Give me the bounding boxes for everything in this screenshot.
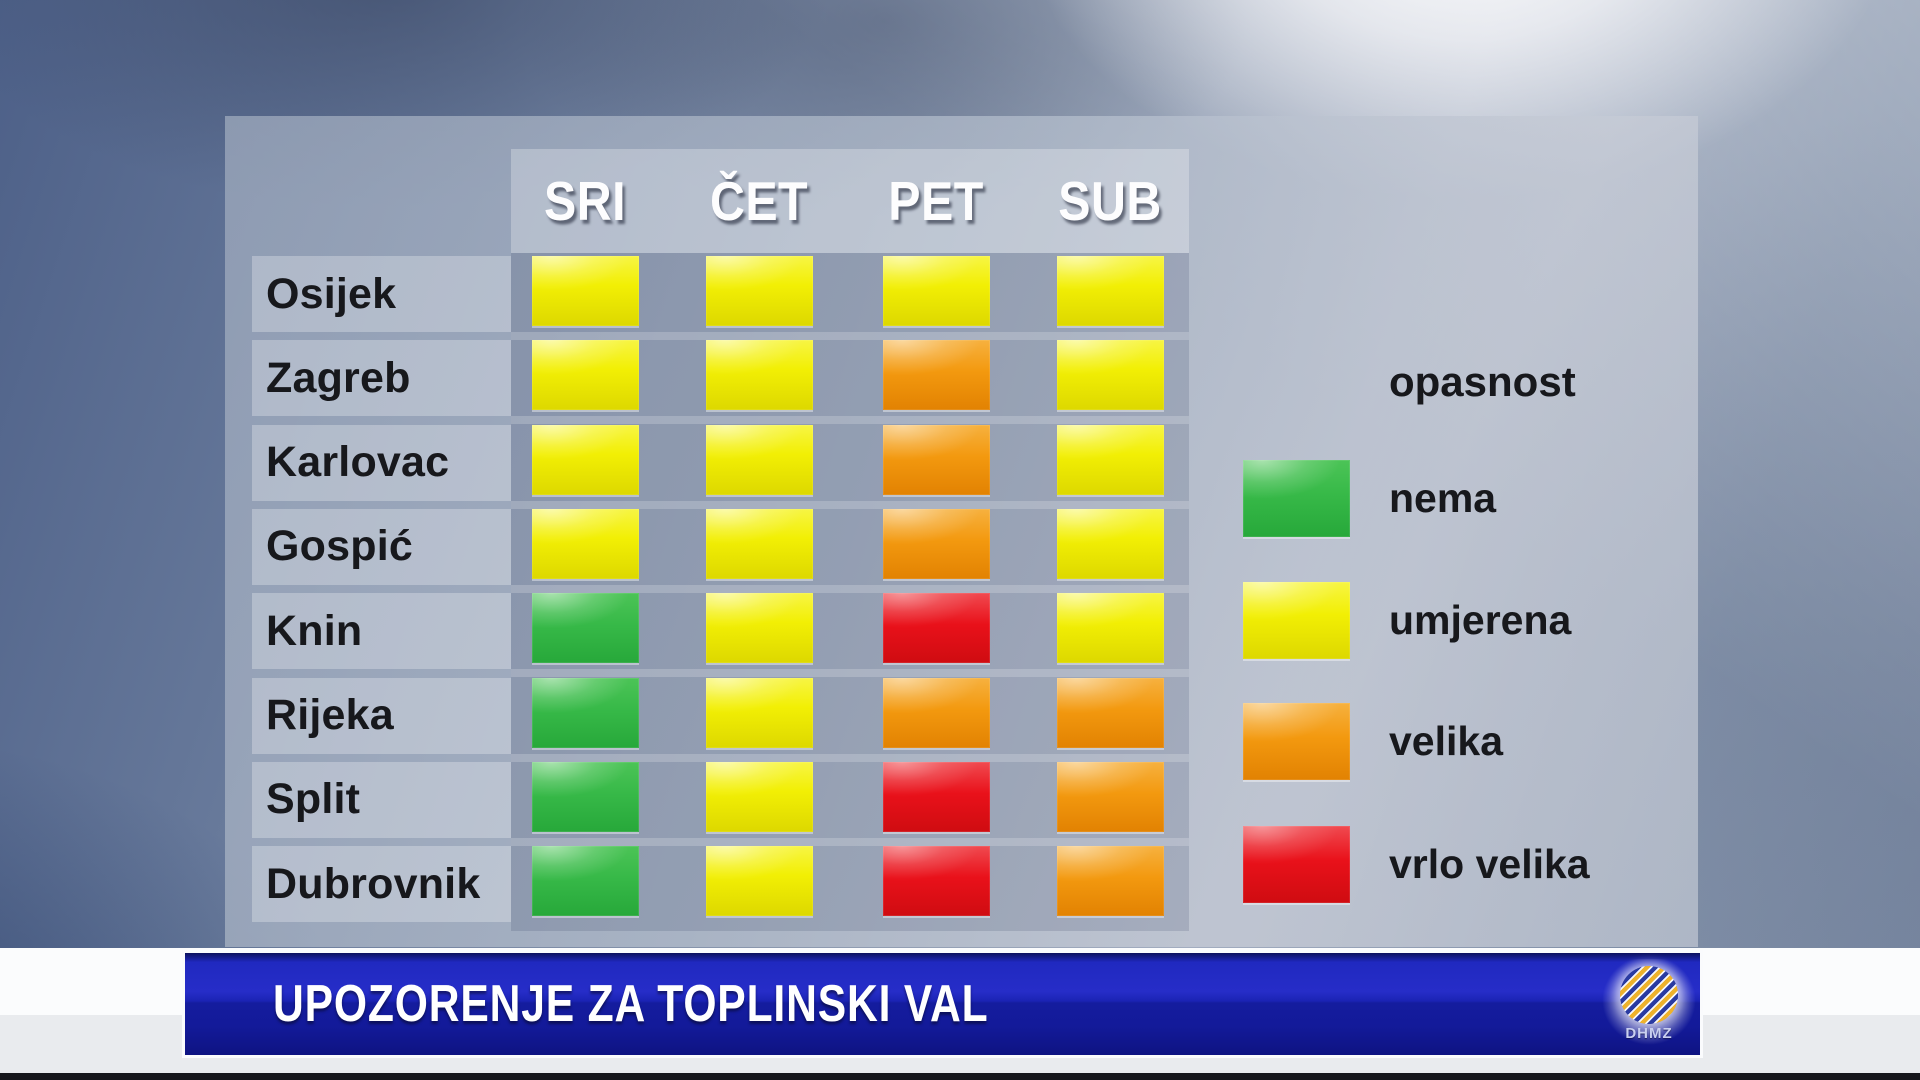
- headline-banner: UPOZORENJE ZA TOPLINSKI VAL DHMZ: [182, 950, 1703, 1058]
- city-label: Gospić: [266, 522, 413, 571]
- city-row-strip: Rijeka: [252, 677, 511, 754]
- warning-cell-dubrovnik-sub: [1056, 846, 1164, 917]
- warning-cell-osijek-sri: [531, 256, 639, 326]
- legend-swatch-velika: [1243, 703, 1350, 780]
- bottom-edge-bar: [0, 1073, 1920, 1080]
- city-row-strip: Zagreb: [252, 340, 511, 417]
- day-header-čet: ČET: [709, 170, 809, 232]
- warning-cell-knin-pet: [882, 593, 990, 664]
- city-label: Osijek: [266, 269, 397, 318]
- dhmz-globe-icon: [1620, 966, 1678, 1024]
- warning-cell-zagreb-pet: [882, 340, 990, 411]
- row-divider: [511, 837, 1189, 846]
- legend-label: velika: [1389, 718, 1503, 764]
- warning-cell-zagreb-sri: [531, 340, 639, 411]
- warning-cell-karlovac-pet: [882, 424, 990, 495]
- legend-title: opasnost: [1389, 358, 1576, 405]
- warning-cell-osijek-pet: [882, 256, 990, 326]
- warning-cell-zagreb-sub: [1056, 340, 1164, 411]
- row-divider: [511, 753, 1189, 762]
- day-header-pet: PET: [888, 170, 984, 232]
- legend-swatch-umjerena: [1243, 582, 1350, 659]
- warning-cell-karlovac-čet: [705, 424, 813, 495]
- warning-cell-dubrovnik-pet: [882, 846, 990, 917]
- day-header-sub: SUB: [1058, 170, 1162, 232]
- city-row-strip: Osijek: [252, 256, 511, 332]
- warning-cell-knin-sri: [531, 593, 639, 664]
- city-label: Dubrovnik: [266, 859, 481, 908]
- warning-cell-knin-sub: [1056, 593, 1164, 664]
- row-divider: [511, 500, 1189, 509]
- warning-cell-gospić-sub: [1056, 508, 1164, 579]
- warning-cell-knin-čet: [705, 593, 813, 664]
- legend-label: nema: [1389, 475, 1497, 521]
- warning-cell-gospić-sri: [531, 508, 639, 579]
- warning-cell-rijeka-sri: [531, 677, 639, 748]
- row-divider: [511, 332, 1189, 340]
- warning-cell-zagreb-čet: [705, 340, 813, 411]
- city-row-strip: Gospić: [252, 508, 511, 585]
- city-row-strip: Knin: [252, 593, 511, 670]
- warning-cell-gospić-pet: [882, 508, 990, 579]
- legend-label: vrlo velika: [1389, 841, 1590, 887]
- warning-cell-dubrovnik-sri: [531, 846, 639, 917]
- warning-cell-split-pet: [882, 761, 990, 832]
- legend-label: umjerena: [1389, 597, 1572, 643]
- warning-cell-osijek-čet: [705, 256, 813, 326]
- city-label: Zagreb: [266, 353, 411, 402]
- row-divider: [511, 416, 1189, 425]
- warning-cell-split-sri: [531, 761, 639, 832]
- city-label: Split: [266, 775, 361, 824]
- warning-cell-karlovac-sri: [531, 424, 639, 495]
- warning-cell-split-sub: [1056, 761, 1164, 832]
- warning-cell-osijek-sub: [1056, 256, 1164, 326]
- city-label: Karlovac: [266, 438, 450, 487]
- warning-cell-split-čet: [705, 761, 813, 832]
- city-row-strip: Dubrovnik: [252, 846, 511, 923]
- city-row-strip: Karlovac: [252, 424, 511, 501]
- day-header-sri: SRI: [543, 170, 627, 232]
- warning-cell-rijeka-sub: [1056, 677, 1164, 748]
- legend-swatch-vrlo-velika: [1243, 826, 1350, 903]
- warning-cell-gospić-čet: [705, 508, 813, 579]
- table-header-strip: [511, 149, 1189, 253]
- warning-cell-dubrovnik-čet: [705, 846, 813, 917]
- headline-title: UPOZORENJE ZA TOPLINSKI VAL: [273, 975, 989, 1033]
- dhmz-logo: DHMZ: [1599, 959, 1699, 1051]
- row-divider: [511, 669, 1189, 678]
- warning-cell-rijeka-pet: [882, 677, 990, 748]
- row-divider: [511, 584, 1189, 593]
- city-label: Rijeka: [266, 691, 394, 739]
- city-label: Knin: [266, 606, 363, 655]
- warning-cell-karlovac-sub: [1056, 424, 1164, 495]
- warning-cell-rijeka-čet: [705, 677, 813, 748]
- dhmz-logo-text: DHMZ: [1625, 1025, 1673, 1042]
- city-row-strip: Split: [252, 761, 511, 838]
- legend-swatch-nema: [1243, 460, 1350, 537]
